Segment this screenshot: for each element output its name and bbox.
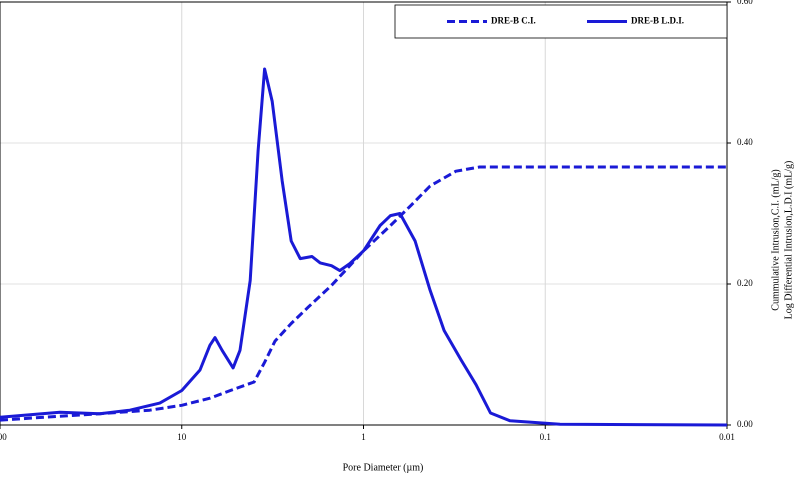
y-tick-label: 0.00	[737, 419, 753, 429]
y-tick-label: 0.60	[737, 0, 753, 6]
data-line	[0, 165, 727, 422]
data-line	[0, 67, 728, 427]
x-tick-label: 0.1	[540, 432, 551, 442]
y-tick-label: 0.40	[737, 137, 753, 147]
y-tick-label: 0.20	[737, 278, 753, 288]
plot-frame	[0, 1, 728, 426]
x-tick-label: 1	[361, 432, 366, 442]
x-tick-label: 0.01	[719, 432, 735, 442]
legend-label: DRE-B L.D.I.	[631, 16, 684, 26]
legend-label: DRE-B C.I.	[491, 16, 536, 26]
x-tick-label: 10	[177, 432, 187, 442]
x-tick-label: 100	[0, 432, 7, 442]
x-axis-label: Pore Diameter (µm)	[343, 462, 424, 473]
y-axis-label: Log Differential Intrusion,L.D.I (mL/g)	[783, 161, 794, 320]
y-axis-label: Cummulative Intrusion,C.I. (mL/g)	[770, 169, 781, 310]
